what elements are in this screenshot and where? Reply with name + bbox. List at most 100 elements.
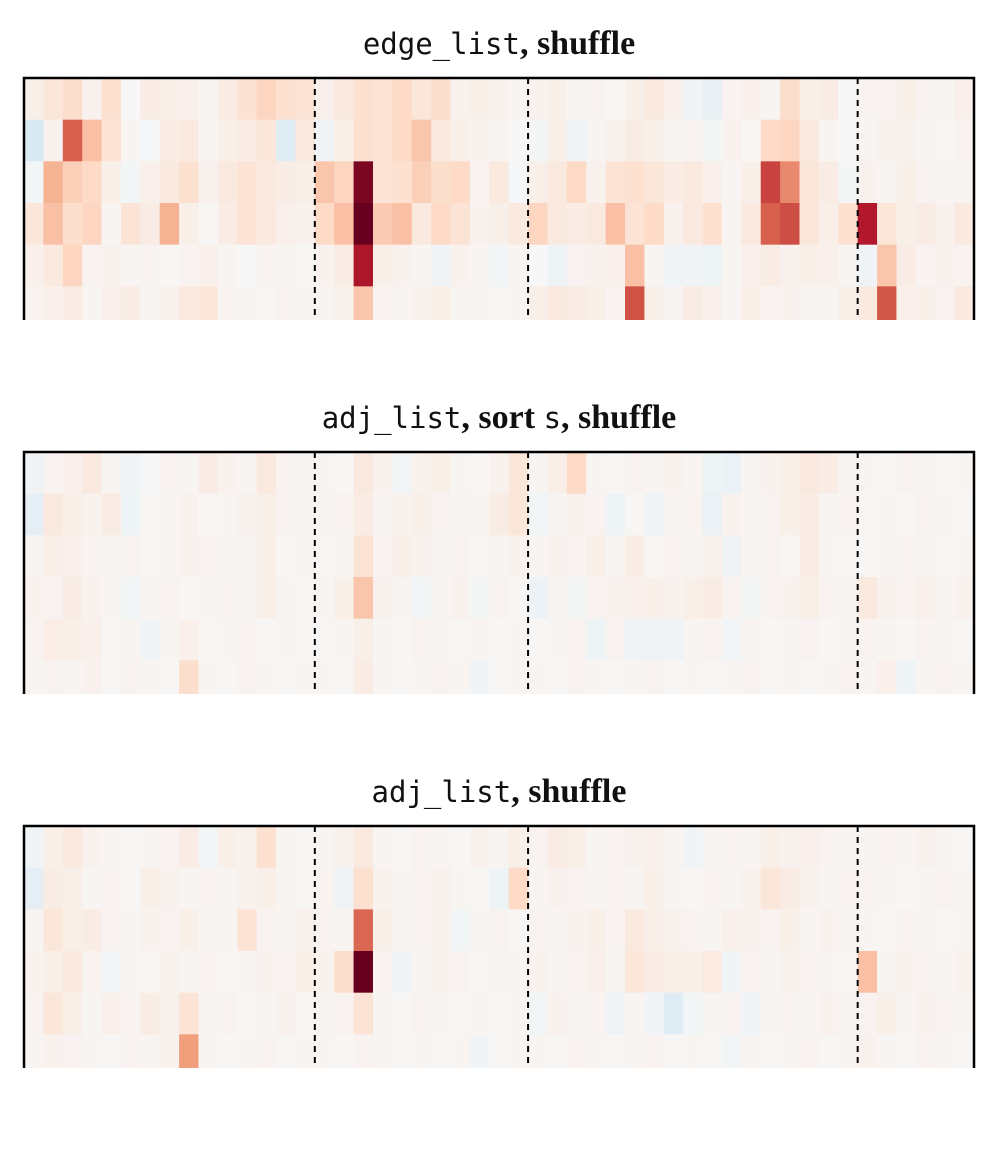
heatmap-cell [431,244,452,287]
heatmap-cell [857,452,878,495]
heatmap-cell [43,286,64,320]
heatmap-cell [799,452,820,495]
heatmap-cell [566,909,587,952]
heatmap-cell [120,452,141,495]
heatmap-cell [295,244,316,287]
heatmap-cell [780,577,801,620]
heatmap-cell [450,618,471,661]
heatmap-cell [120,909,141,952]
heatmap-cell [857,286,878,320]
heatmap-svg: EasyMediumHardChlg. [22,824,976,1068]
heatmap-cell [159,826,180,869]
heatmap-cell [528,1034,549,1068]
heatmap-cell [256,452,277,495]
heatmap-cell [741,78,762,121]
heatmap-cell [838,244,859,287]
heatmap-cell [566,992,587,1035]
heatmap-cell [644,244,665,287]
heatmap-cell [450,909,471,952]
heatmap-cell [566,535,587,578]
heatmap-cell [586,161,607,204]
heatmap-cell [392,867,413,910]
heatmap-cell [644,78,665,121]
heatmap-cell [818,493,839,536]
heatmap-cell [140,951,161,994]
heatmap-cell [528,203,549,246]
heatmap-cell [295,119,316,162]
heatmap-cell [547,203,568,246]
heatmap-cell [256,78,277,121]
heatmap-cell [276,535,297,578]
heatmap-cell [431,119,452,162]
heatmap-cell [217,244,238,287]
title-part: adj_list [371,775,512,809]
heatmap-cell [314,992,335,1035]
heatmap-cell [489,203,510,246]
heatmap-cell [760,161,781,204]
heatmap-cell [877,951,898,994]
heatmap-cell [314,826,335,869]
heatmap-cell [799,535,820,578]
heatmap-cell [24,951,44,994]
heatmap-cell [392,244,413,287]
heatmap-cell [489,826,510,869]
heatmap-cell [120,161,141,204]
heatmap-cell [663,909,684,952]
heatmap-cell [954,244,975,287]
heatmap-cell [489,286,510,320]
heatmap-cell [450,867,471,910]
heatmap-cell [760,244,781,287]
heatmap-cell [780,660,801,694]
heatmap-cell [450,286,471,320]
heatmap-cell [43,203,64,246]
heatmap-cell [954,1034,975,1068]
heatmap-cell [314,452,335,495]
heatmap-cell [625,244,646,287]
heatmap-cell [43,826,64,869]
heatmap-cell [838,119,859,162]
heatmap-cell [877,244,898,287]
heatmap-cell [334,1034,355,1068]
heatmap-cell [799,992,820,1035]
heatmap-cell [528,119,549,162]
heatmap-cell [547,951,568,994]
heatmap-cell [644,660,665,694]
heatmap-cell [547,826,568,869]
heatmap-cell [508,577,529,620]
heatmap-cell [625,119,646,162]
heatmap-cell [469,1034,490,1068]
heatmap-cell [605,119,626,162]
heatmap-cell [314,493,335,536]
heatmap-cell [353,244,374,287]
heatmap-cell [780,535,801,578]
heatmap-cell [237,244,258,287]
heatmap-cell [237,867,258,910]
heatmap-cell [314,867,335,910]
heatmap-cell [198,286,219,320]
heatmap-cell [256,618,277,661]
heatmap-cell [43,660,64,694]
heatmap-cell [702,577,723,620]
heatmap-cell [935,909,956,952]
heatmap-cell [256,660,277,694]
heatmap-cell [431,1034,452,1068]
heatmap-cell [760,203,781,246]
heatmap-cell [198,161,219,204]
heatmap-cell [120,535,141,578]
heatmap-cell [915,161,936,204]
heatmap-cell [372,493,393,536]
heatmap-cell [372,203,393,246]
heatmap-cell [702,244,723,287]
heatmap-cell [101,867,122,910]
heatmap-cell [314,161,335,204]
heatmap-cell [82,1034,103,1068]
heatmap-cell [159,452,180,495]
heatmap-cell [295,535,316,578]
heatmap-cell [838,951,859,994]
heatmap-cell [431,618,452,661]
heatmap-cell [857,577,878,620]
heatmap-cell [198,119,219,162]
heatmap-cell [411,951,432,994]
heatmap-cell [663,618,684,661]
heatmap-cell [450,826,471,869]
